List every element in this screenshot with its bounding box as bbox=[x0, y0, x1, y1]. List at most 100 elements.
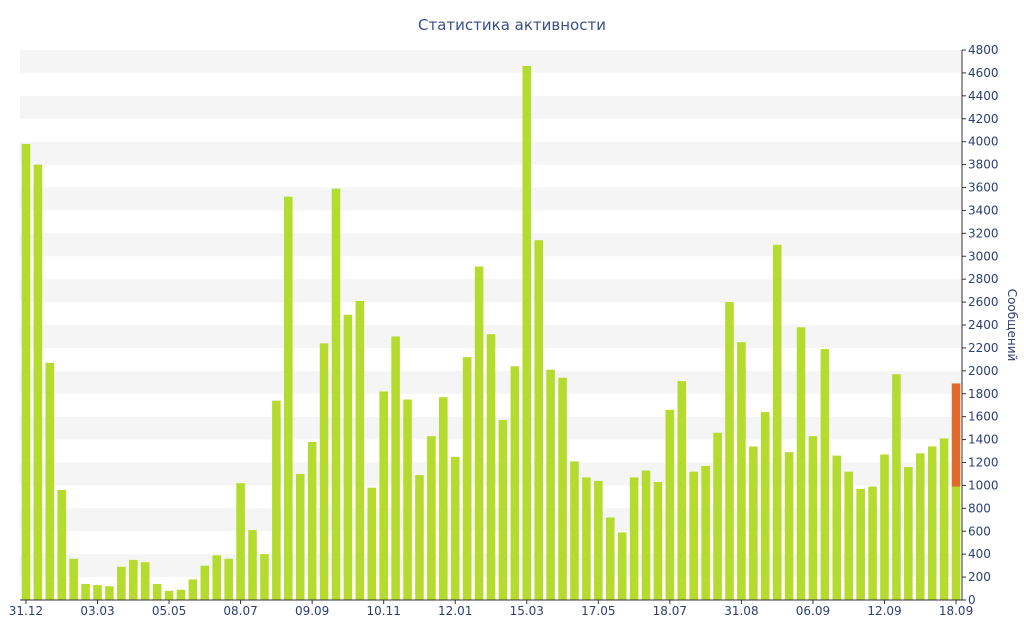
x-tick-label: 15.03 bbox=[510, 604, 544, 618]
bar bbox=[105, 586, 114, 600]
y-tick-label: 1800 bbox=[968, 387, 999, 401]
y-tick-label: 4000 bbox=[968, 135, 999, 149]
bar bbox=[128, 559, 138, 600]
bar bbox=[33, 164, 43, 601]
bar bbox=[558, 377, 567, 600]
bar bbox=[605, 517, 615, 600]
x-tick-label: 06.09 bbox=[796, 604, 830, 618]
grid-band bbox=[20, 187, 962, 211]
bar bbox=[713, 432, 722, 600]
y-tick-label: 3400 bbox=[968, 203, 999, 217]
bar bbox=[331, 188, 341, 601]
y-tick-label: 2000 bbox=[968, 364, 999, 378]
y-tick-label: 2600 bbox=[968, 295, 999, 309]
bar bbox=[343, 314, 353, 600]
bar bbox=[272, 400, 281, 600]
grid-band bbox=[20, 95, 962, 119]
bar bbox=[45, 362, 55, 600]
grid-band bbox=[20, 50, 962, 73]
bar bbox=[892, 374, 901, 600]
y-tick-label: 1200 bbox=[968, 456, 999, 470]
x-tick-label: 12.09 bbox=[867, 604, 901, 618]
y-tick-label: 4600 bbox=[968, 66, 999, 80]
bar bbox=[772, 244, 782, 600]
y-tick-label: 4800 bbox=[968, 43, 999, 57]
bar bbox=[260, 554, 269, 600]
x-tick-label: 03.03 bbox=[80, 604, 114, 618]
bar bbox=[355, 300, 365, 600]
x-tick-label: 18.07 bbox=[653, 604, 687, 618]
bar bbox=[796, 327, 806, 600]
bar bbox=[856, 488, 865, 600]
bar bbox=[927, 446, 937, 600]
y-tick-label: 1000 bbox=[968, 478, 999, 492]
x-tick-label: 05.05 bbox=[152, 604, 186, 618]
bar bbox=[188, 579, 198, 600]
bar bbox=[832, 455, 842, 600]
bar bbox=[582, 477, 591, 600]
bar bbox=[617, 532, 627, 600]
bar bbox=[629, 477, 639, 600]
x-tick-label: 31.08 bbox=[724, 604, 758, 618]
bar bbox=[725, 302, 734, 600]
bar bbox=[152, 583, 162, 600]
bar bbox=[21, 143, 31, 601]
y-tick-label: 3200 bbox=[968, 226, 999, 240]
bar bbox=[164, 590, 174, 600]
bar bbox=[689, 471, 699, 600]
bar bbox=[462, 357, 472, 600]
bar bbox=[808, 436, 818, 600]
bar bbox=[498, 420, 508, 600]
x-tick-label: 09.09 bbox=[295, 604, 329, 618]
bar bbox=[391, 336, 400, 600]
bar bbox=[450, 456, 460, 600]
bar bbox=[319, 343, 329, 600]
y-tick-label: 2200 bbox=[968, 341, 999, 355]
x-tick-label: 08.07 bbox=[223, 604, 257, 618]
chart-title: Статистика активности bbox=[418, 16, 606, 34]
bar bbox=[295, 473, 305, 600]
x-tick-label: 10.11 bbox=[367, 604, 401, 618]
y-tick-label: 3800 bbox=[968, 158, 999, 172]
y-tick-label: 4200 bbox=[968, 112, 999, 126]
y-tick-label: 400 bbox=[968, 547, 991, 561]
bar bbox=[594, 480, 603, 600]
bar bbox=[57, 490, 67, 600]
x-tick-label: 31.12 bbox=[9, 604, 43, 618]
bar bbox=[427, 436, 436, 600]
bar bbox=[844, 471, 854, 600]
y-tick-label: 200 bbox=[968, 570, 991, 584]
bar bbox=[951, 486, 961, 600]
grid-band bbox=[20, 279, 962, 303]
bar bbox=[546, 369, 555, 600]
y-tick-label: 1400 bbox=[968, 433, 999, 447]
grid-band bbox=[20, 141, 962, 165]
x-tick-label: 18.09 bbox=[939, 604, 973, 618]
y-tick-label: 1600 bbox=[968, 410, 999, 424]
bar bbox=[820, 349, 830, 600]
bar bbox=[81, 583, 90, 600]
axes-layer: 0 200 400 600 800 1000 1200 1400 1600 1800 2000 220… bbox=[9, 43, 999, 618]
bar bbox=[641, 470, 651, 600]
x-tick-label: 17.05 bbox=[581, 604, 615, 618]
bar bbox=[200, 565, 210, 600]
bars-layer bbox=[21, 66, 961, 601]
bar bbox=[522, 66, 532, 600]
bar bbox=[486, 334, 496, 600]
bar bbox=[701, 465, 710, 600]
y-tick-label: 600 bbox=[968, 524, 991, 538]
x-tick-label: 12.01 bbox=[438, 604, 472, 618]
y-tick-label: 2800 bbox=[968, 272, 999, 286]
bar bbox=[510, 366, 520, 600]
bar bbox=[367, 487, 377, 600]
grid-band bbox=[20, 233, 962, 257]
bar bbox=[307, 441, 317, 600]
bar bbox=[653, 481, 663, 600]
bar bbox=[677, 381, 687, 600]
bar bbox=[868, 486, 877, 600]
bar bbox=[534, 240, 543, 601]
y-tick-label: 3600 bbox=[968, 181, 999, 195]
y-tick-label: 4400 bbox=[968, 89, 999, 103]
y-axis-label: Сообщений bbox=[1005, 289, 1019, 362]
bar bbox=[665, 409, 675, 600]
